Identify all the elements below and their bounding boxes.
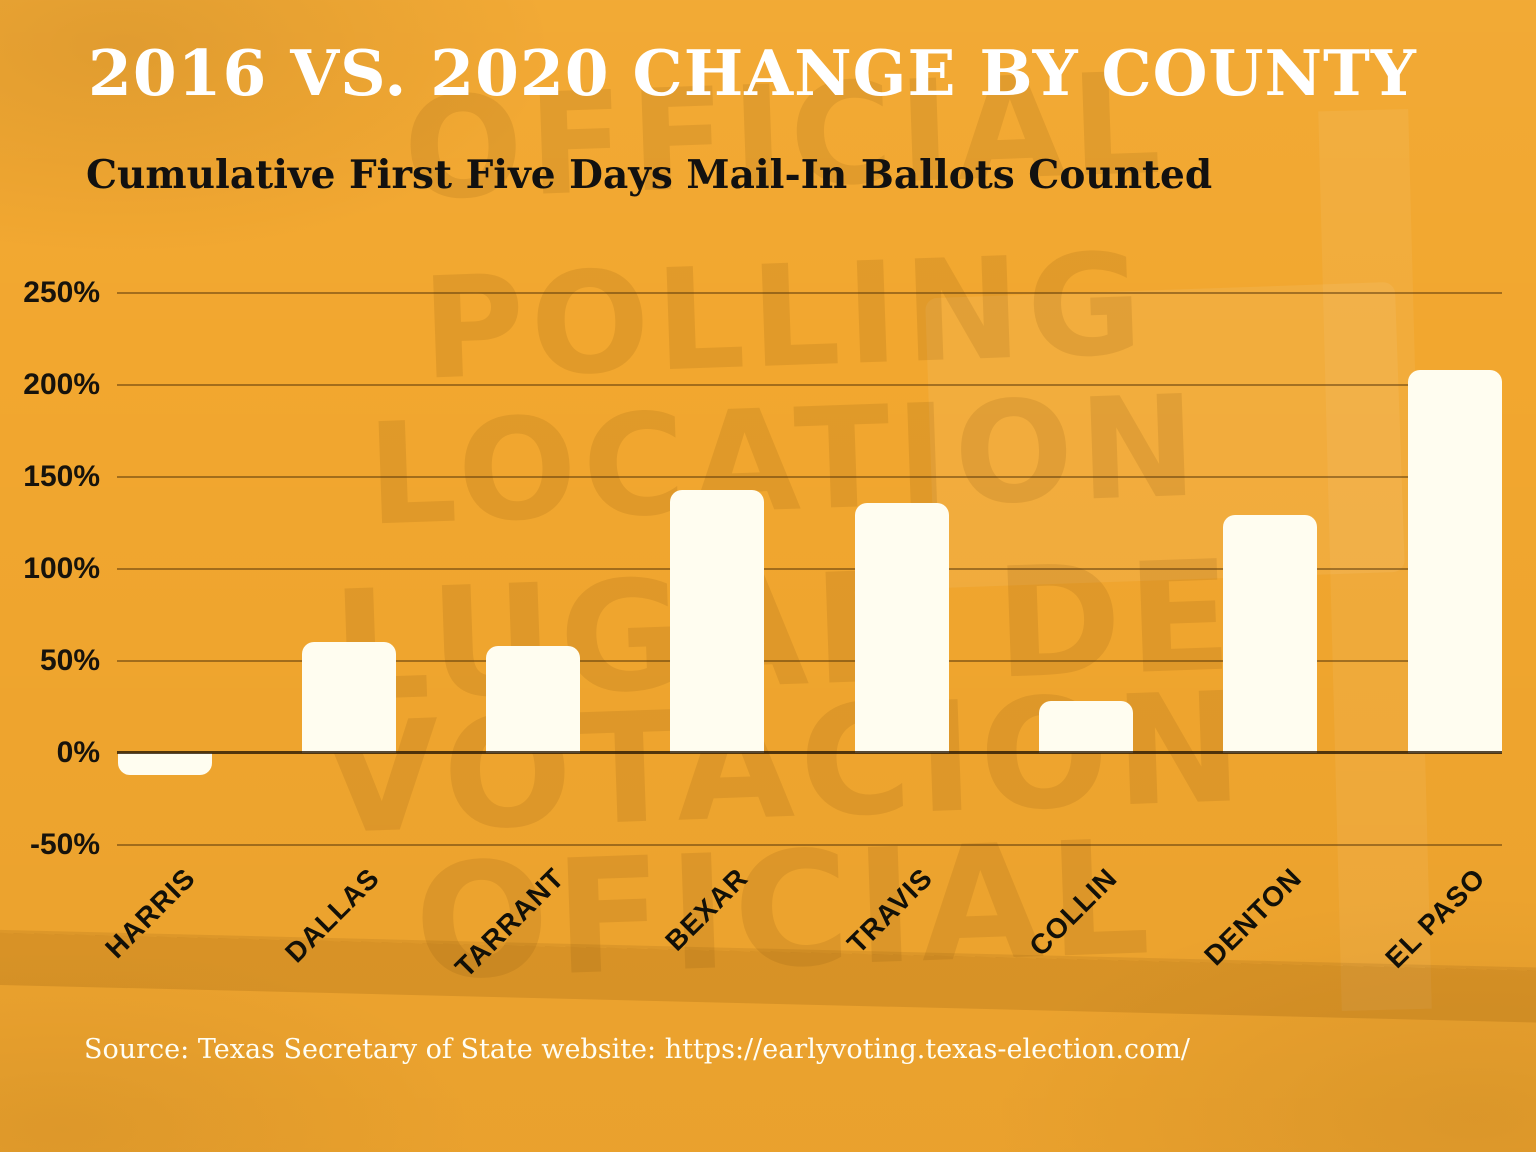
ytick-label--50: -50%	[29, 827, 100, 861]
ytick-label-150: 150%	[23, 459, 100, 493]
gridline--50	[117, 843, 1502, 846]
gridline-200	[117, 383, 1502, 386]
ytick-label-200: 200%	[23, 367, 100, 401]
bar-bexar	[670, 489, 765, 753]
chart-title: 2016 VS. 2020 CHANGE BY COUNTY	[88, 36, 1417, 110]
xlabel-anchor-el-paso: EL PASO	[1170, 862, 1492, 974]
bar-travis	[854, 502, 949, 753]
ytick-label-100: 100%	[23, 551, 100, 585]
gridline-50	[117, 659, 1502, 662]
zero-axis-line	[117, 751, 1502, 755]
bar-el-paso	[1407, 370, 1502, 753]
bar-collin	[1039, 701, 1133, 753]
bar-denton	[1223, 515, 1318, 753]
gridline-250	[117, 292, 1502, 294]
gridline-150	[117, 475, 1502, 478]
ytick-label-250: 250%	[23, 276, 100, 309]
bar-tarrant	[486, 646, 581, 753]
gridline-100	[117, 567, 1502, 570]
bar-dallas	[301, 642, 396, 753]
xtick-label-el-paso: EL PASO	[1379, 862, 1492, 974]
bar-harris	[117, 752, 212, 775]
source-attribution: Source: Texas Secretary of State website…	[84, 1034, 1190, 1065]
ytick-label-50: 50%	[39, 643, 100, 677]
ytick-label-0: 0%	[56, 735, 100, 769]
chart-subtitle: Cumulative First Five Days Mail-In Ballo…	[86, 152, 1213, 198]
